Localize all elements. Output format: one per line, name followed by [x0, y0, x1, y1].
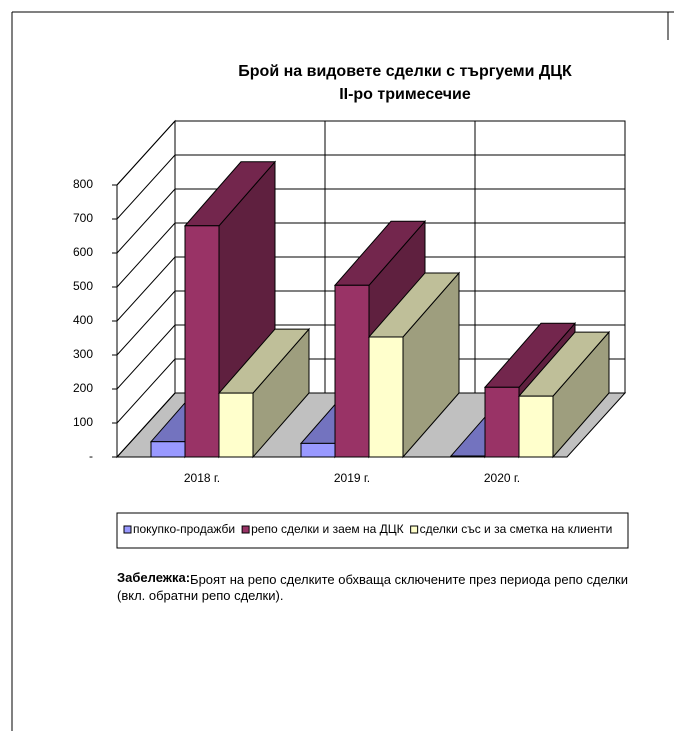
bar	[184, 225, 220, 458]
note: Забележка:	[117, 570, 190, 585]
chart-subtitle: II-ро тримесечие	[339, 86, 471, 103]
bar	[368, 336, 404, 458]
chart-title: Брой на видовете сделки с търгуеми ДЦК	[238, 63, 572, 80]
y-tick-label: 300	[73, 347, 93, 361]
bar	[450, 455, 486, 458]
x-tick-label: 2018 г.	[184, 471, 220, 485]
x-tick-label: 2019 г.	[334, 471, 370, 485]
note-body: Броят на репо сделките обхваща сключенит…	[117, 572, 628, 603]
y-tick-label: 500	[73, 279, 93, 293]
plot: - 100 200 300 400 500 600 700 800 2018 г. 2019 г. 2…	[73, 119, 627, 485]
note-text: Забележка: Броят на репо сделките обхващ…	[117, 572, 628, 604]
y-tick-label: 200	[73, 381, 93, 395]
y-tick-label: 400	[73, 313, 93, 327]
legend-box	[116, 512, 629, 549]
bar	[518, 395, 554, 458]
legend-label: покупко-продажби	[133, 522, 235, 536]
y-tick-label: 100	[73, 415, 93, 429]
bar	[150, 441, 186, 458]
y-tick-label: 800	[73, 177, 93, 191]
bar	[218, 392, 254, 458]
y-tick-label: -	[89, 449, 93, 463]
y-tick-label: 600	[73, 245, 93, 259]
bar	[334, 284, 370, 458]
legend-swatch	[410, 525, 419, 534]
legend-label: сделки със и за сметка на клиенти	[420, 522, 613, 536]
y-tick-label: 700	[73, 211, 93, 225]
x-tick-label: 2020 г.	[484, 471, 520, 485]
bar	[300, 442, 336, 458]
bar	[484, 386, 520, 458]
note-label: Забележка:	[117, 570, 190, 585]
legend-swatch	[123, 525, 132, 534]
legend-label: репо сделки и заем на ДЦК	[251, 522, 404, 536]
legend-swatch	[241, 525, 250, 534]
